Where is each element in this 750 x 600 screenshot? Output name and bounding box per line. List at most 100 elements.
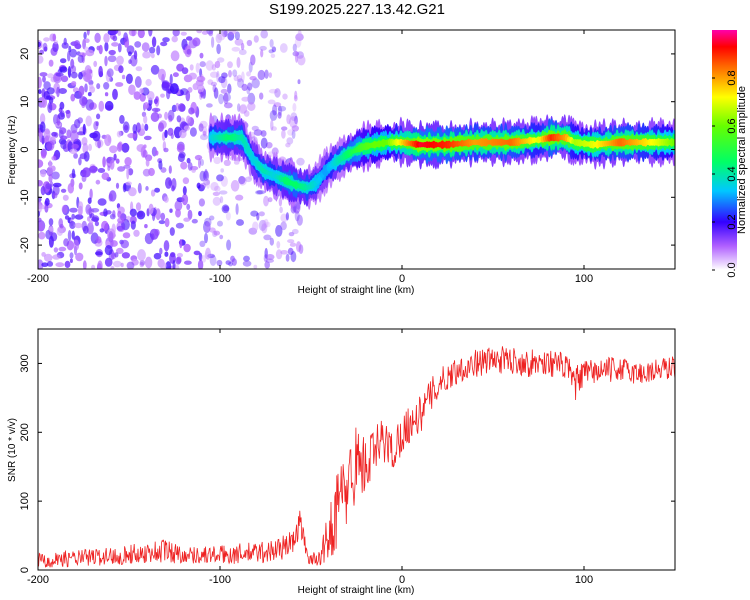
noise-blob	[94, 221, 99, 227]
noise-blob	[205, 221, 211, 233]
noise-blob	[210, 81, 217, 87]
noise-blob	[136, 210, 146, 220]
noise-blob	[261, 219, 267, 229]
noise-blob	[239, 103, 248, 114]
snr-ticks: -200 -100 0 100 0 100 200 300	[19, 329, 675, 586]
noise-blob	[248, 175, 253, 180]
noise-blob	[246, 39, 253, 47]
noise-blob	[295, 33, 304, 41]
noise-blob	[172, 259, 176, 269]
noise-blob	[290, 112, 298, 122]
noise-blob	[128, 187, 137, 197]
noise-blob	[40, 185, 46, 196]
noise-blob	[155, 150, 159, 156]
noise-blob	[251, 78, 260, 89]
noise-blob	[209, 215, 215, 221]
noise-blob	[187, 162, 193, 171]
noise-blob	[201, 255, 207, 263]
noise-blob	[59, 223, 64, 229]
noise-blob	[117, 166, 126, 172]
noise-blob	[41, 252, 46, 257]
noise-blob	[120, 239, 129, 249]
noise-blob	[118, 65, 124, 74]
noise-blob	[202, 170, 210, 181]
noise-blob	[52, 33, 57, 42]
noise-blob	[88, 143, 92, 151]
noise-blob	[200, 134, 208, 141]
noise-blob	[154, 187, 161, 193]
noise-blob	[287, 247, 294, 255]
noise-blob	[167, 109, 175, 121]
noise-blob	[106, 68, 114, 78]
noise-blob	[115, 158, 120, 164]
noise-blob	[185, 90, 191, 102]
noise-blob	[148, 30, 153, 37]
noise-blob	[131, 30, 136, 37]
noise-blob	[286, 137, 294, 145]
noise-blob	[255, 190, 263, 195]
noise-blob	[205, 60, 214, 71]
noise-blob	[153, 98, 158, 105]
noise-blob	[135, 66, 143, 72]
noise-blob	[134, 41, 142, 48]
noise-blob	[86, 68, 91, 81]
noise-blob	[70, 58, 75, 69]
noise-blob	[269, 110, 278, 121]
noise-blob	[43, 81, 51, 91]
noise-blob	[167, 127, 174, 136]
noise-blob	[97, 139, 101, 149]
snr-ytick-label: 200	[19, 423, 31, 441]
noise-blob	[48, 160, 52, 169]
noise-blob	[277, 105, 287, 112]
noise-blob	[103, 33, 110, 44]
noise-blob	[285, 212, 289, 221]
noise-blob	[207, 79, 214, 85]
noise-blob	[60, 135, 68, 140]
noise-blob	[178, 103, 186, 112]
noise-blob	[216, 43, 221, 55]
noise-blob	[247, 102, 256, 111]
noise-blob	[163, 196, 169, 203]
noise-blob	[116, 130, 122, 138]
noise-blob	[144, 224, 148, 229]
noise-blob	[132, 123, 138, 134]
noise-blob	[217, 33, 226, 41]
noise-blob	[97, 198, 107, 206]
noise-blob	[97, 168, 106, 173]
noise-blob	[41, 262, 49, 268]
noise-blob	[191, 167, 197, 173]
noise-blob	[73, 239, 80, 251]
noise-blob	[256, 212, 260, 221]
colorbar-ticks: 0.0 0.2 0.4 0.6 0.8	[712, 70, 738, 278]
noise-blob	[64, 260, 71, 268]
noise-blob	[203, 178, 211, 186]
noise-blob	[87, 197, 92, 204]
noise-blob	[204, 217, 212, 227]
snr-xlabel: Height of straight line (km)	[298, 585, 415, 596]
noise-blob	[114, 252, 119, 258]
noise-blob	[285, 253, 290, 262]
noise-blob	[265, 254, 275, 260]
noise-blob	[137, 249, 146, 261]
noise-blob	[163, 147, 169, 153]
noise-blob	[60, 188, 67, 193]
noise-blob	[104, 92, 109, 97]
noise-blob	[56, 226, 64, 236]
spectrogram-xtick-label: 0	[399, 273, 405, 285]
noise-blob	[112, 35, 118, 42]
noise-blob	[271, 46, 277, 53]
noise-blob	[92, 130, 101, 142]
noise-blob	[264, 261, 271, 269]
noise-blob	[198, 158, 201, 169]
noise-blob	[288, 232, 295, 237]
noise-blob	[294, 37, 302, 48]
noise-blob	[110, 266, 115, 269]
noise-blob	[280, 250, 288, 255]
noise-blob	[61, 204, 68, 214]
noise-blob	[174, 200, 183, 211]
noise-blob	[41, 152, 47, 159]
noise-blob	[216, 259, 223, 267]
chart-title: S199.2025.227.13.42.G21	[269, 1, 445, 18]
snr-xtick-label: 0	[399, 574, 405, 586]
